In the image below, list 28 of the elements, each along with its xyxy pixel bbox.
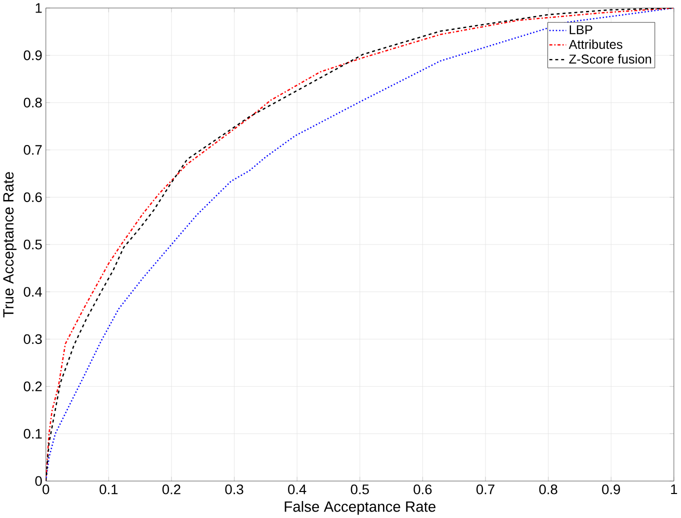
x-tick-label: 0	[42, 484, 50, 494]
y-tick-label: 0.8	[24, 98, 42, 108]
y-tick-label: 0	[35, 476, 42, 486]
legend-label: Attributes	[568, 40, 622, 49]
y-tick-label: 0.3	[24, 334, 42, 344]
x-tick-label: 0.2	[162, 484, 180, 494]
legend-label: LBP	[570, 25, 592, 34]
x-tick-label: 0.9	[602, 484, 620, 494]
y-tick-label: 0.2	[24, 382, 42, 392]
x-axis-title: False Acceptance Rate	[284, 501, 436, 515]
y-tick-label: 0.4	[24, 286, 42, 297]
x-tick-label: 0.3	[225, 484, 244, 494]
x-tick-label: 0.5	[350, 484, 369, 494]
y-tick-label: 0.5	[24, 240, 42, 250]
x-tick-label: 0.1	[100, 484, 118, 494]
line-series	[46, 8, 674, 482]
y-tick-label: 0.7	[24, 145, 42, 155]
x-tick-label: 0.4	[288, 484, 306, 494]
x-tick-label: 1	[671, 484, 678, 494]
y-tick-label: 0.6	[24, 192, 42, 202]
y-tick-label: 0.9	[24, 50, 42, 60]
y-tick-label: 0.1	[24, 428, 42, 439]
x-tick-label: 0.6	[414, 484, 432, 494]
y-tick-label: 1	[36, 3, 42, 13]
x-tick-label: 0.7	[476, 484, 494, 494]
legend-label: Z-Score fusion	[569, 54, 652, 64]
x-tick-label: 0.8	[539, 484, 558, 494]
y-axis-title: True Acceptance Rate	[3, 172, 16, 318]
